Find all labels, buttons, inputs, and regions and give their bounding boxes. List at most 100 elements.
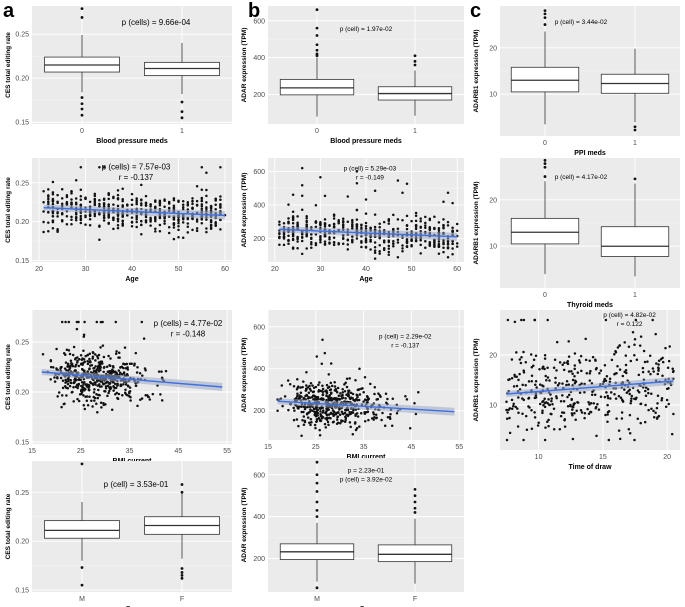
scatter-point [323, 222, 327, 225]
scatter-point [360, 239, 363, 243]
scatter-point [384, 392, 388, 395]
scatter-point [346, 413, 349, 416]
scatter-point [433, 215, 436, 219]
scatter-point [442, 224, 445, 227]
scatter-point [341, 217, 345, 221]
scatter-point [102, 366, 106, 370]
scatter-point [617, 394, 621, 398]
scatter-point [625, 371, 628, 375]
scatter-point [580, 382, 583, 385]
scatter-point [364, 246, 368, 249]
scatter-point [392, 242, 395, 245]
scatter-point [555, 395, 558, 398]
scatter-point [84, 223, 87, 226]
scatter-point [118, 356, 121, 359]
scatter-point [51, 180, 55, 184]
scatter-point [638, 344, 642, 347]
scatter-point [410, 244, 413, 248]
scatter-point [96, 367, 100, 371]
scatter-point [364, 221, 368, 225]
scatter-point [154, 217, 157, 220]
scatter-point [93, 194, 97, 198]
scatter-point [565, 361, 569, 364]
scatter-point [305, 384, 308, 387]
scatter-point [79, 166, 83, 169]
scatter-point [606, 394, 609, 398]
scatter-point [115, 391, 119, 395]
outlier-point [633, 177, 637, 181]
scatter-point [296, 224, 299, 227]
chart-c3: 10 20 10 15 20 Time of draw ADARB1 expression … [473, 310, 680, 471]
scatter-point [102, 203, 106, 207]
scatter-point [100, 406, 103, 409]
scatter-point [547, 424, 550, 428]
scatter-point [149, 220, 152, 223]
scatter-point [292, 406, 295, 410]
scatter-point [64, 361, 68, 364]
scatter-point [298, 394, 301, 397]
scatter-point [111, 368, 114, 371]
scatter-point [47, 221, 50, 224]
scatter-point [292, 418, 296, 422]
stat-annotation: p (cell) = 3.53e-01 [104, 480, 169, 489]
stat-annotation: r = -0.149 [356, 174, 384, 181]
scatter-point [647, 370, 650, 373]
scatter-point [627, 428, 631, 431]
scatter-point [296, 392, 299, 396]
scatter-point [296, 246, 299, 250]
scatter-point [642, 349, 646, 353]
scatter-point [410, 219, 413, 223]
scatter-point [117, 392, 121, 396]
scatter-point [656, 402, 659, 405]
scatter-point [303, 407, 307, 411]
box-1 [377, 54, 453, 116]
chart-a4: 0.150.200.25MFSexCES total editing ratep… [5, 461, 232, 607]
scatter-point [60, 405, 63, 409]
scatter-point [205, 207, 208, 211]
scatter-point [366, 397, 370, 400]
scatter-point [528, 406, 531, 409]
y-axis-title: ADAR expression (TPM) [241, 173, 248, 248]
scatter-point [74, 197, 78, 200]
scatter-point [369, 226, 372, 230]
scatter-point [117, 369, 121, 372]
scatter-point [93, 214, 97, 218]
scatter-point [72, 400, 75, 403]
scatter-point [308, 384, 311, 388]
scatter-point [428, 227, 432, 230]
scatter-point [297, 424, 300, 428]
scatter-point [59, 376, 63, 380]
scatter-point [442, 246, 445, 250]
outlier-point [315, 460, 319, 464]
scatter-point [104, 403, 107, 406]
scatter-point [401, 244, 404, 247]
scatter-point [364, 227, 368, 230]
scatter-point [62, 402, 66, 406]
scatter-point [405, 214, 409, 218]
scatter-point [562, 368, 566, 372]
scatter-point [573, 352, 577, 355]
x-tick-label: 55 [223, 448, 231, 455]
scatter-point [641, 370, 645, 374]
outlier-point [413, 63, 417, 67]
scatter-point [209, 205, 213, 209]
scatter-point [105, 365, 109, 368]
scatter-point [341, 223, 345, 226]
scatter-point [643, 360, 647, 364]
scatter-point [597, 408, 601, 411]
box-1 [600, 177, 670, 277]
scatter-point [219, 202, 222, 206]
y-tick-label: 0.15 [15, 258, 29, 265]
scatter-point [219, 198, 222, 201]
scatter-point [610, 358, 614, 362]
scatter-point [93, 202, 97, 205]
scatter-point [121, 187, 124, 191]
scatter-point [83, 320, 86, 324]
scatter-point [158, 202, 162, 205]
scatter-point [167, 226, 171, 229]
scatter-point [512, 404, 515, 408]
scatter-point [149, 224, 152, 227]
scatter-point [419, 225, 422, 229]
scatter-point [112, 227, 115, 231]
scatter-point [330, 384, 334, 388]
